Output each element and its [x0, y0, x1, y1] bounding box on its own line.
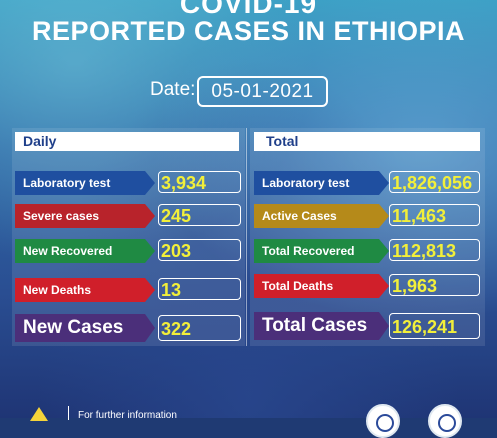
total-panel [250, 128, 485, 346]
title-covid: COVID-19 [179, 0, 318, 19]
total-recovered-value: 112,813 [389, 239, 480, 261]
daily-severe-value: 245 [158, 204, 241, 226]
daily-lab-test-value: 3,934 [158, 171, 241, 193]
daily-recovered-label: New Recovered [15, 239, 155, 263]
daily-recovered-value: 203 [158, 239, 241, 261]
date-label: Date: [150, 79, 196, 100]
total-heading: Total [254, 132, 480, 151]
new-cases-value: 322 [158, 315, 241, 341]
daily-row-lab-test: Laboratory test 3,934 [15, 171, 241, 195]
daily-row-recovered: New Recovered 203 [15, 239, 241, 263]
total-lab-test-value: 1,826,056 [389, 171, 480, 193]
total-row-deaths: Total Deaths 1,963 [254, 274, 480, 298]
total-active-label: Active Cases [254, 204, 389, 228]
total-cases-label: Total Cases [254, 312, 389, 340]
footer-separator [68, 406, 69, 420]
total-row-total-cases: Total Cases 126,241 [254, 312, 480, 340]
date-value: 05-01-2021 [197, 76, 328, 107]
total-row-active: Active Cases 11,463 [254, 204, 480, 228]
daily-row-deaths: New Deaths 13 [15, 278, 241, 302]
total-cases-value: 126,241 [389, 313, 480, 339]
total-row-lab-test: Laboratory test 1,826,056 [254, 171, 480, 195]
panel-divider [246, 128, 247, 346]
new-cases-label: New Cases [15, 314, 155, 342]
footer: For further information [0, 392, 497, 438]
daily-panel [12, 128, 245, 346]
daily-deaths-value: 13 [158, 278, 241, 300]
daily-row-new-cases: New Cases 322 [15, 314, 241, 342]
total-recovered-label: Total Recovered [254, 239, 389, 263]
warning-logo-icon [30, 407, 48, 421]
institute-seal-icon [428, 404, 462, 438]
footer-info-text: For further information [78, 410, 177, 421]
daily-lab-test-label: Laboratory test [15, 171, 155, 195]
daily-deaths-label: New Deaths [15, 278, 155, 302]
total-deaths-value: 1,963 [389, 274, 480, 296]
total-deaths-label: Total Deaths [254, 274, 389, 298]
page-title: REPORTED CASES IN ETHIOPIA [31, 16, 466, 46]
daily-heading: Daily [15, 132, 239, 151]
daily-row-severe: Severe cases 245 [15, 204, 241, 228]
total-lab-test-label: Laboratory test [254, 171, 389, 195]
total-row-recovered: Total Recovered 112,813 [254, 239, 480, 263]
ministry-seal-icon [366, 404, 400, 438]
total-active-value: 11,463 [389, 204, 480, 226]
daily-severe-label: Severe cases [15, 204, 155, 228]
